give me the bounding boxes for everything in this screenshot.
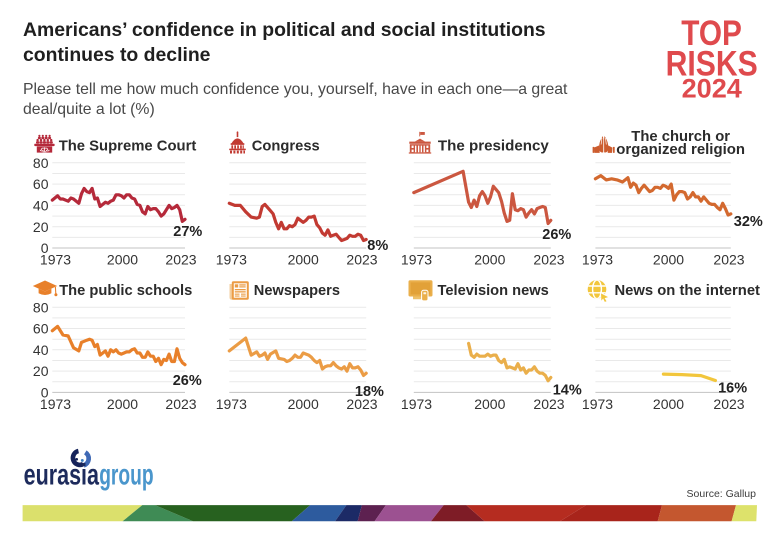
svg-text:RISKS: RISKS bbox=[666, 44, 758, 83]
svg-text:1973: 1973 bbox=[216, 251, 247, 267]
svg-text:16%: 16% bbox=[718, 380, 747, 396]
svg-text:eurasia: eurasia bbox=[24, 459, 100, 492]
svg-text:2023: 2023 bbox=[165, 396, 196, 412]
svg-text:The public schools: The public schools bbox=[59, 282, 192, 299]
svg-text:1973: 1973 bbox=[216, 396, 247, 412]
svg-text:60: 60 bbox=[33, 321, 49, 337]
svg-text:1973: 1973 bbox=[582, 396, 613, 412]
svg-text:1973: 1973 bbox=[401, 251, 432, 267]
svg-text:2023: 2023 bbox=[346, 396, 377, 412]
svg-text:group: group bbox=[99, 459, 153, 492]
svg-text:80: 80 bbox=[33, 155, 49, 171]
svg-text:News on the internet: News on the internet bbox=[615, 282, 761, 299]
svg-text:1973: 1973 bbox=[582, 251, 613, 267]
svg-text:2024: 2024 bbox=[682, 73, 742, 103]
svg-text:18%: 18% bbox=[355, 384, 384, 400]
svg-text:26%: 26% bbox=[542, 227, 571, 243]
svg-text:0: 0 bbox=[41, 385, 49, 401]
svg-text:60: 60 bbox=[33, 176, 49, 192]
svg-text:Source: Gallup: Source: Gallup bbox=[687, 488, 757, 500]
svg-text:80: 80 bbox=[33, 299, 49, 315]
svg-text:2023: 2023 bbox=[165, 251, 196, 267]
svg-text:2023: 2023 bbox=[713, 396, 744, 412]
svg-text:1973: 1973 bbox=[401, 396, 432, 412]
svg-text:26%: 26% bbox=[173, 373, 202, 389]
svg-text:1973: 1973 bbox=[40, 396, 71, 412]
svg-text:2000: 2000 bbox=[288, 396, 319, 412]
svg-text:Television news: Television news bbox=[438, 282, 549, 299]
svg-text:2023: 2023 bbox=[533, 396, 564, 412]
svg-text:The presidency: The presidency bbox=[438, 137, 550, 154]
svg-text:The Supreme Court: The Supreme Court bbox=[59, 137, 197, 154]
svg-text:1973: 1973 bbox=[40, 251, 71, 267]
svg-text:27%: 27% bbox=[173, 224, 202, 240]
svg-text:TOP: TOP bbox=[681, 14, 742, 53]
svg-text:2000: 2000 bbox=[107, 251, 138, 267]
svg-text:40: 40 bbox=[33, 198, 49, 214]
svg-text:20: 20 bbox=[33, 219, 49, 235]
svg-text:20: 20 bbox=[33, 363, 49, 379]
svg-text:The church or: The church or bbox=[631, 128, 730, 145]
svg-text:0: 0 bbox=[41, 240, 49, 256]
svg-text:2000: 2000 bbox=[474, 396, 505, 412]
svg-text:14%: 14% bbox=[553, 383, 582, 399]
svg-text:40: 40 bbox=[33, 342, 49, 358]
svg-text:2000: 2000 bbox=[653, 396, 684, 412]
svg-text:Newspapers: Newspapers bbox=[254, 282, 340, 299]
svg-text:2000: 2000 bbox=[474, 251, 505, 267]
svg-text:8%: 8% bbox=[367, 238, 388, 254]
svg-text:organized religion: organized religion bbox=[616, 141, 745, 158]
svg-text:2000: 2000 bbox=[107, 396, 138, 412]
svg-text:32%: 32% bbox=[734, 214, 763, 230]
svg-text:2023: 2023 bbox=[713, 251, 744, 267]
svg-text:2000: 2000 bbox=[653, 251, 684, 267]
svg-text:Congress: Congress bbox=[252, 137, 320, 154]
svg-text:2000: 2000 bbox=[288, 251, 319, 267]
svg-text:2023: 2023 bbox=[346, 251, 377, 267]
svg-text:2023: 2023 bbox=[533, 251, 564, 267]
